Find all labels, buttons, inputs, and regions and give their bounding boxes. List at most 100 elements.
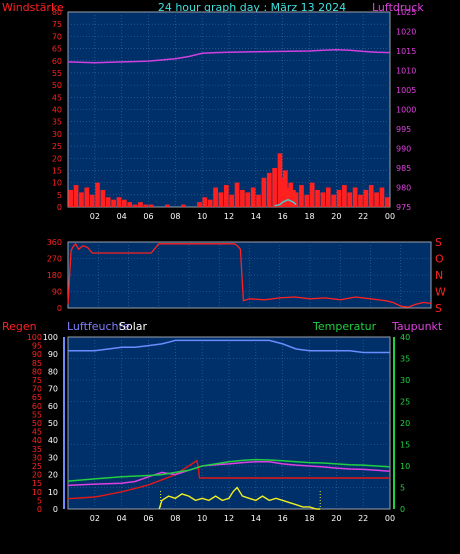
wind-bar (203, 197, 208, 207)
x-tick-label: 02 (90, 514, 100, 523)
wind-tick-label: 65 (52, 45, 62, 54)
wind-tick-label: 70 (52, 32, 62, 41)
wind-bar (74, 185, 79, 207)
wind-bar (197, 202, 202, 207)
wind-bar (353, 188, 358, 208)
wind-bar (111, 200, 116, 207)
pressure-tick-label: 1005 (396, 86, 416, 95)
wind-bar (149, 205, 154, 207)
rain-tick-label: 0 (37, 505, 42, 514)
x-tick-label: 14 (251, 514, 261, 523)
solar-label: Solar (119, 320, 148, 333)
wind-tick-label: 55 (52, 69, 62, 78)
wind-tick-label: 80 (52, 8, 62, 17)
wind-bar (299, 185, 304, 207)
x-tick-label: 16 (278, 514, 288, 523)
wind-bar (79, 192, 84, 207)
direction-tick-label: 270 (47, 255, 62, 264)
x-tick-label: 14 (251, 212, 261, 221)
wind-bar (358, 195, 363, 207)
wind-bar (321, 192, 326, 207)
humidity-tick-label: 100 (43, 333, 58, 342)
wind-bar (374, 192, 379, 207)
humidity-tick-label: 80 (48, 367, 58, 376)
wind-tick-label: 5 (57, 191, 62, 200)
rain-tick-label: 65 (32, 393, 42, 402)
pressure-tick-label: 1015 (396, 47, 416, 56)
wind-tick-label: 25 (52, 142, 62, 151)
temperature-tick-label: 25 (400, 398, 410, 407)
wind-bar (304, 195, 309, 207)
x-tick-label: 06 (143, 212, 153, 221)
x-tick-label: 20 (331, 212, 341, 221)
wind-tick-label: 35 (52, 118, 62, 127)
x-tick-label: 10 (197, 514, 207, 523)
wind-bar (229, 195, 234, 207)
rain-tick-label: 45 (32, 428, 42, 437)
x-tick-label: 04 (117, 514, 127, 523)
humidity-tick-label: 30 (48, 453, 58, 462)
x-tick-label: 20 (331, 514, 341, 523)
humidity-tick-label: 70 (48, 385, 58, 394)
compass-letter: W (435, 286, 446, 299)
wind-bar (101, 190, 106, 207)
direction-tick-label: 180 (47, 271, 62, 280)
wind-bar (143, 205, 148, 207)
x-tick-label: 18 (304, 514, 314, 523)
wind-bar (347, 192, 352, 207)
x-tick-label: 12 (224, 514, 234, 523)
wind-tick-label: 60 (52, 57, 62, 66)
rain-tick-label: 25 (32, 462, 42, 471)
x-tick-label: 00 (385, 212, 395, 221)
temperature-tick-label: 5 (400, 484, 405, 493)
rain-tick-label: 90 (32, 350, 42, 359)
pressure-tick-label: 990 (396, 145, 411, 154)
wind-bar (331, 195, 336, 207)
pressure-tick-label: 975 (396, 203, 411, 212)
compass-letter: S (435, 236, 442, 249)
temperature-tick-label: 30 (400, 376, 410, 385)
wind-tick-label: 10 (52, 179, 62, 188)
humidity-tick-label: 60 (48, 402, 58, 411)
x-tick-label: 22 (358, 514, 368, 523)
humidity-tick-label: 40 (48, 436, 58, 445)
wind-bar (213, 188, 218, 208)
humidity-tick-label: 0 (53, 505, 58, 514)
direction-tick-label: 90 (52, 288, 62, 297)
rain-tick-label: 55 (32, 410, 42, 419)
x-tick-label: 10 (197, 212, 207, 221)
wind-bar (262, 178, 267, 207)
wind-bar (68, 190, 73, 207)
wind-bar (315, 190, 320, 207)
wind-bar (342, 185, 347, 207)
taupunkt-label: Taupunkt (391, 320, 443, 333)
wind-bar (84, 188, 89, 208)
pressure-tick-label: 1000 (396, 106, 416, 115)
wind-tick-label: 20 (52, 154, 62, 163)
wind-bar (90, 195, 95, 207)
rain-tick-label: 85 (32, 359, 42, 368)
wind-bar (385, 197, 390, 207)
pressure-tick-label: 1010 (396, 67, 416, 76)
humidity-tick-label: 90 (48, 350, 58, 359)
panels-layer: 0510152025303540455055606570758097598098… (27, 8, 446, 523)
wind-bar (240, 190, 245, 207)
wind-tick-label: 30 (52, 130, 62, 139)
regen-label: Regen (2, 320, 37, 333)
wind-bar (224, 185, 229, 207)
x-tick-label: 02 (90, 212, 100, 221)
wind-bar (380, 188, 385, 208)
rain-tick-label: 40 (32, 436, 42, 445)
wind-tick-label: 0 (57, 203, 62, 212)
wind-bar (122, 200, 127, 207)
rain-tick-label: 70 (32, 385, 42, 394)
pressure-tick-label: 985 (396, 164, 411, 173)
rain-tick-label: 15 (32, 479, 42, 488)
wind-bar (208, 200, 213, 207)
temperature-tick-label: 20 (400, 419, 410, 428)
pressure-tick-label: 980 (396, 184, 411, 193)
wind-bar (272, 168, 277, 207)
x-tick-label: 04 (117, 212, 127, 221)
temperatur-label: Temperatur (312, 320, 377, 333)
